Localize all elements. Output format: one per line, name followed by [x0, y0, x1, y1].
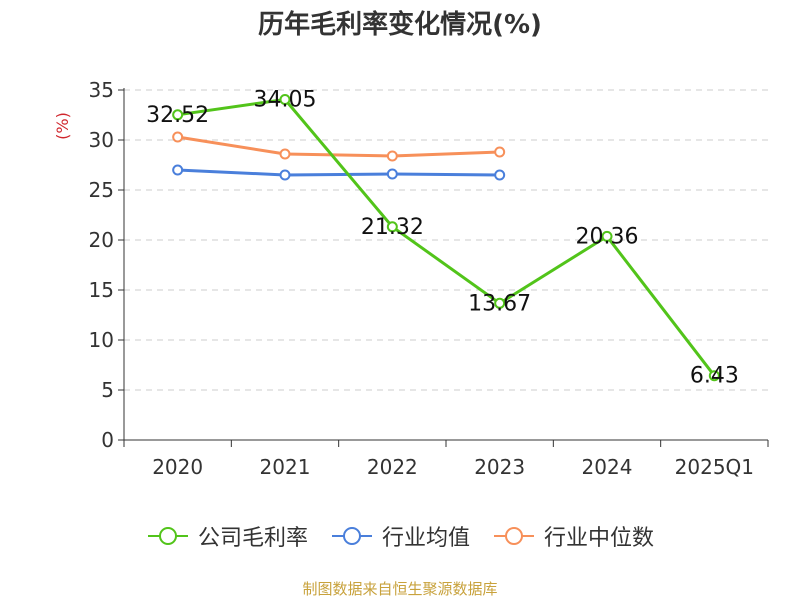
legend-label: 行业中位数	[544, 526, 655, 551]
legend-marker-icon	[147, 527, 188, 545]
x-tick-label: 2022	[367, 455, 418, 479]
data-point	[279, 94, 291, 105]
data-label: 34.05	[254, 88, 317, 113]
data-point	[601, 230, 613, 242]
data-point	[279, 148, 291, 160]
x-tick-label: 2021	[260, 455, 311, 479]
y-tick-label: 15	[89, 278, 114, 302]
data-label: 32.52	[146, 103, 209, 128]
y-tick-label: 10	[89, 328, 114, 352]
legend-marker-icon	[494, 527, 534, 545]
data-point	[172, 109, 184, 121]
data-point	[494, 297, 506, 309]
data-label: 21.32	[361, 215, 424, 240]
y-tick-label: 30	[89, 128, 114, 152]
legend-item-industry-median[interactable]: 行业中位数	[492, 520, 654, 552]
data-point	[172, 164, 184, 176]
data-point	[279, 169, 291, 181]
axes: 0 5 10 15 20 25 30 35 2020 2021 2022 2023 2024 2025Q1	[89, 78, 769, 479]
x-tick-label: 2020	[152, 455, 203, 479]
legend-label: 行业均值	[381, 526, 470, 551]
series-line	[177, 98, 716, 377]
legend: 公司毛利率 行业均值 行业中位数	[0, 518, 800, 554]
series-line	[177, 135, 500, 158]
y-tick-label: 20	[89, 228, 114, 252]
data-point	[708, 370, 720, 382]
x-tick-label: 2023	[474, 455, 525, 479]
chart-title: 历年毛利率变化情况(%)	[258, 10, 542, 40]
data-point	[386, 150, 398, 162]
data-point	[494, 169, 506, 181]
y-tick-label: 35	[89, 78, 114, 102]
y-tick-label: 25	[89, 178, 114, 202]
data-point	[494, 146, 506, 158]
legend-item-industry-avg[interactable]: 行业均值	[330, 520, 470, 552]
x-tick-label: 2025Q1	[675, 455, 754, 479]
series-line	[177, 168, 500, 177]
data-source-note: 制图数据来自恒生聚源数据库	[302, 580, 498, 598]
legend-marker-icon	[331, 527, 372, 545]
y-axis-label: (%)	[53, 112, 72, 140]
legend-label: 公司毛利率	[197, 526, 308, 551]
data-labels: 32.52 34.05 21.32 13.67 20.36 6.43	[146, 88, 739, 389]
data-point	[386, 221, 398, 233]
data-label: 13.67	[468, 291, 531, 316]
data-label: 6.43	[690, 364, 739, 389]
data-point	[172, 131, 184, 143]
gridlines	[124, 89, 768, 391]
y-tick-label: 5	[101, 378, 114, 402]
series	[172, 94, 720, 382]
legend-item-gross-margin[interactable]: 公司毛利率	[146, 520, 308, 552]
data-point	[386, 168, 398, 180]
data-label: 20.36	[576, 224, 639, 249]
y-tick-label: 0	[101, 428, 114, 452]
x-tick-label: 2024	[582, 455, 633, 479]
